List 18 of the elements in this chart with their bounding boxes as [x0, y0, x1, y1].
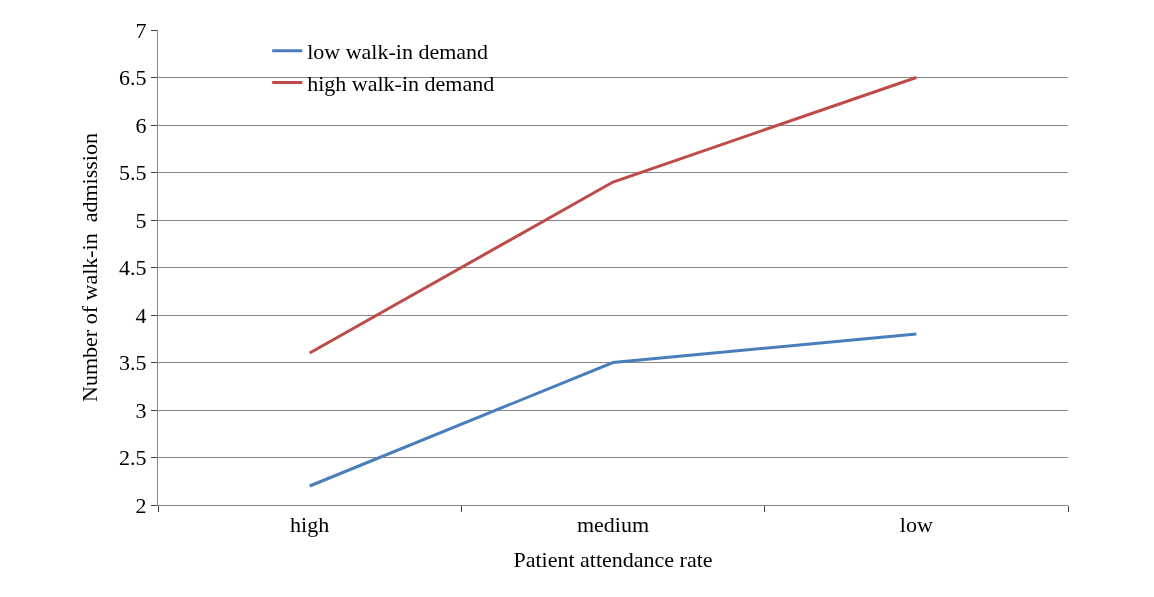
y-tick-label: 5	[135, 207, 147, 233]
y-tick-label: 2.5	[119, 445, 147, 471]
y-tick-label: 4.5	[119, 255, 147, 281]
y-tick-label: 3	[135, 397, 147, 423]
y-tick-label: 6.5	[119, 65, 147, 91]
x-tick-label: low	[899, 512, 933, 538]
y-tick-label: 3.5	[119, 350, 147, 376]
x-tick-label: high	[290, 512, 330, 538]
y-tick-label: 5.5	[119, 160, 147, 186]
legend-label: high walk-in demand	[307, 70, 495, 96]
y-tick-label: 7	[135, 17, 147, 43]
x-tick-label: medium	[576, 512, 650, 538]
y-axis-title: Number of walk-in admission	[76, 133, 102, 402]
x-axis-title: Patient attendance rate	[513, 547, 713, 573]
y-tick-label: 6	[135, 112, 147, 138]
legend-label: low walk-in demand	[307, 39, 489, 65]
y-tick-label: 4	[135, 302, 147, 328]
y-tick-label: 2	[135, 492, 147, 518]
